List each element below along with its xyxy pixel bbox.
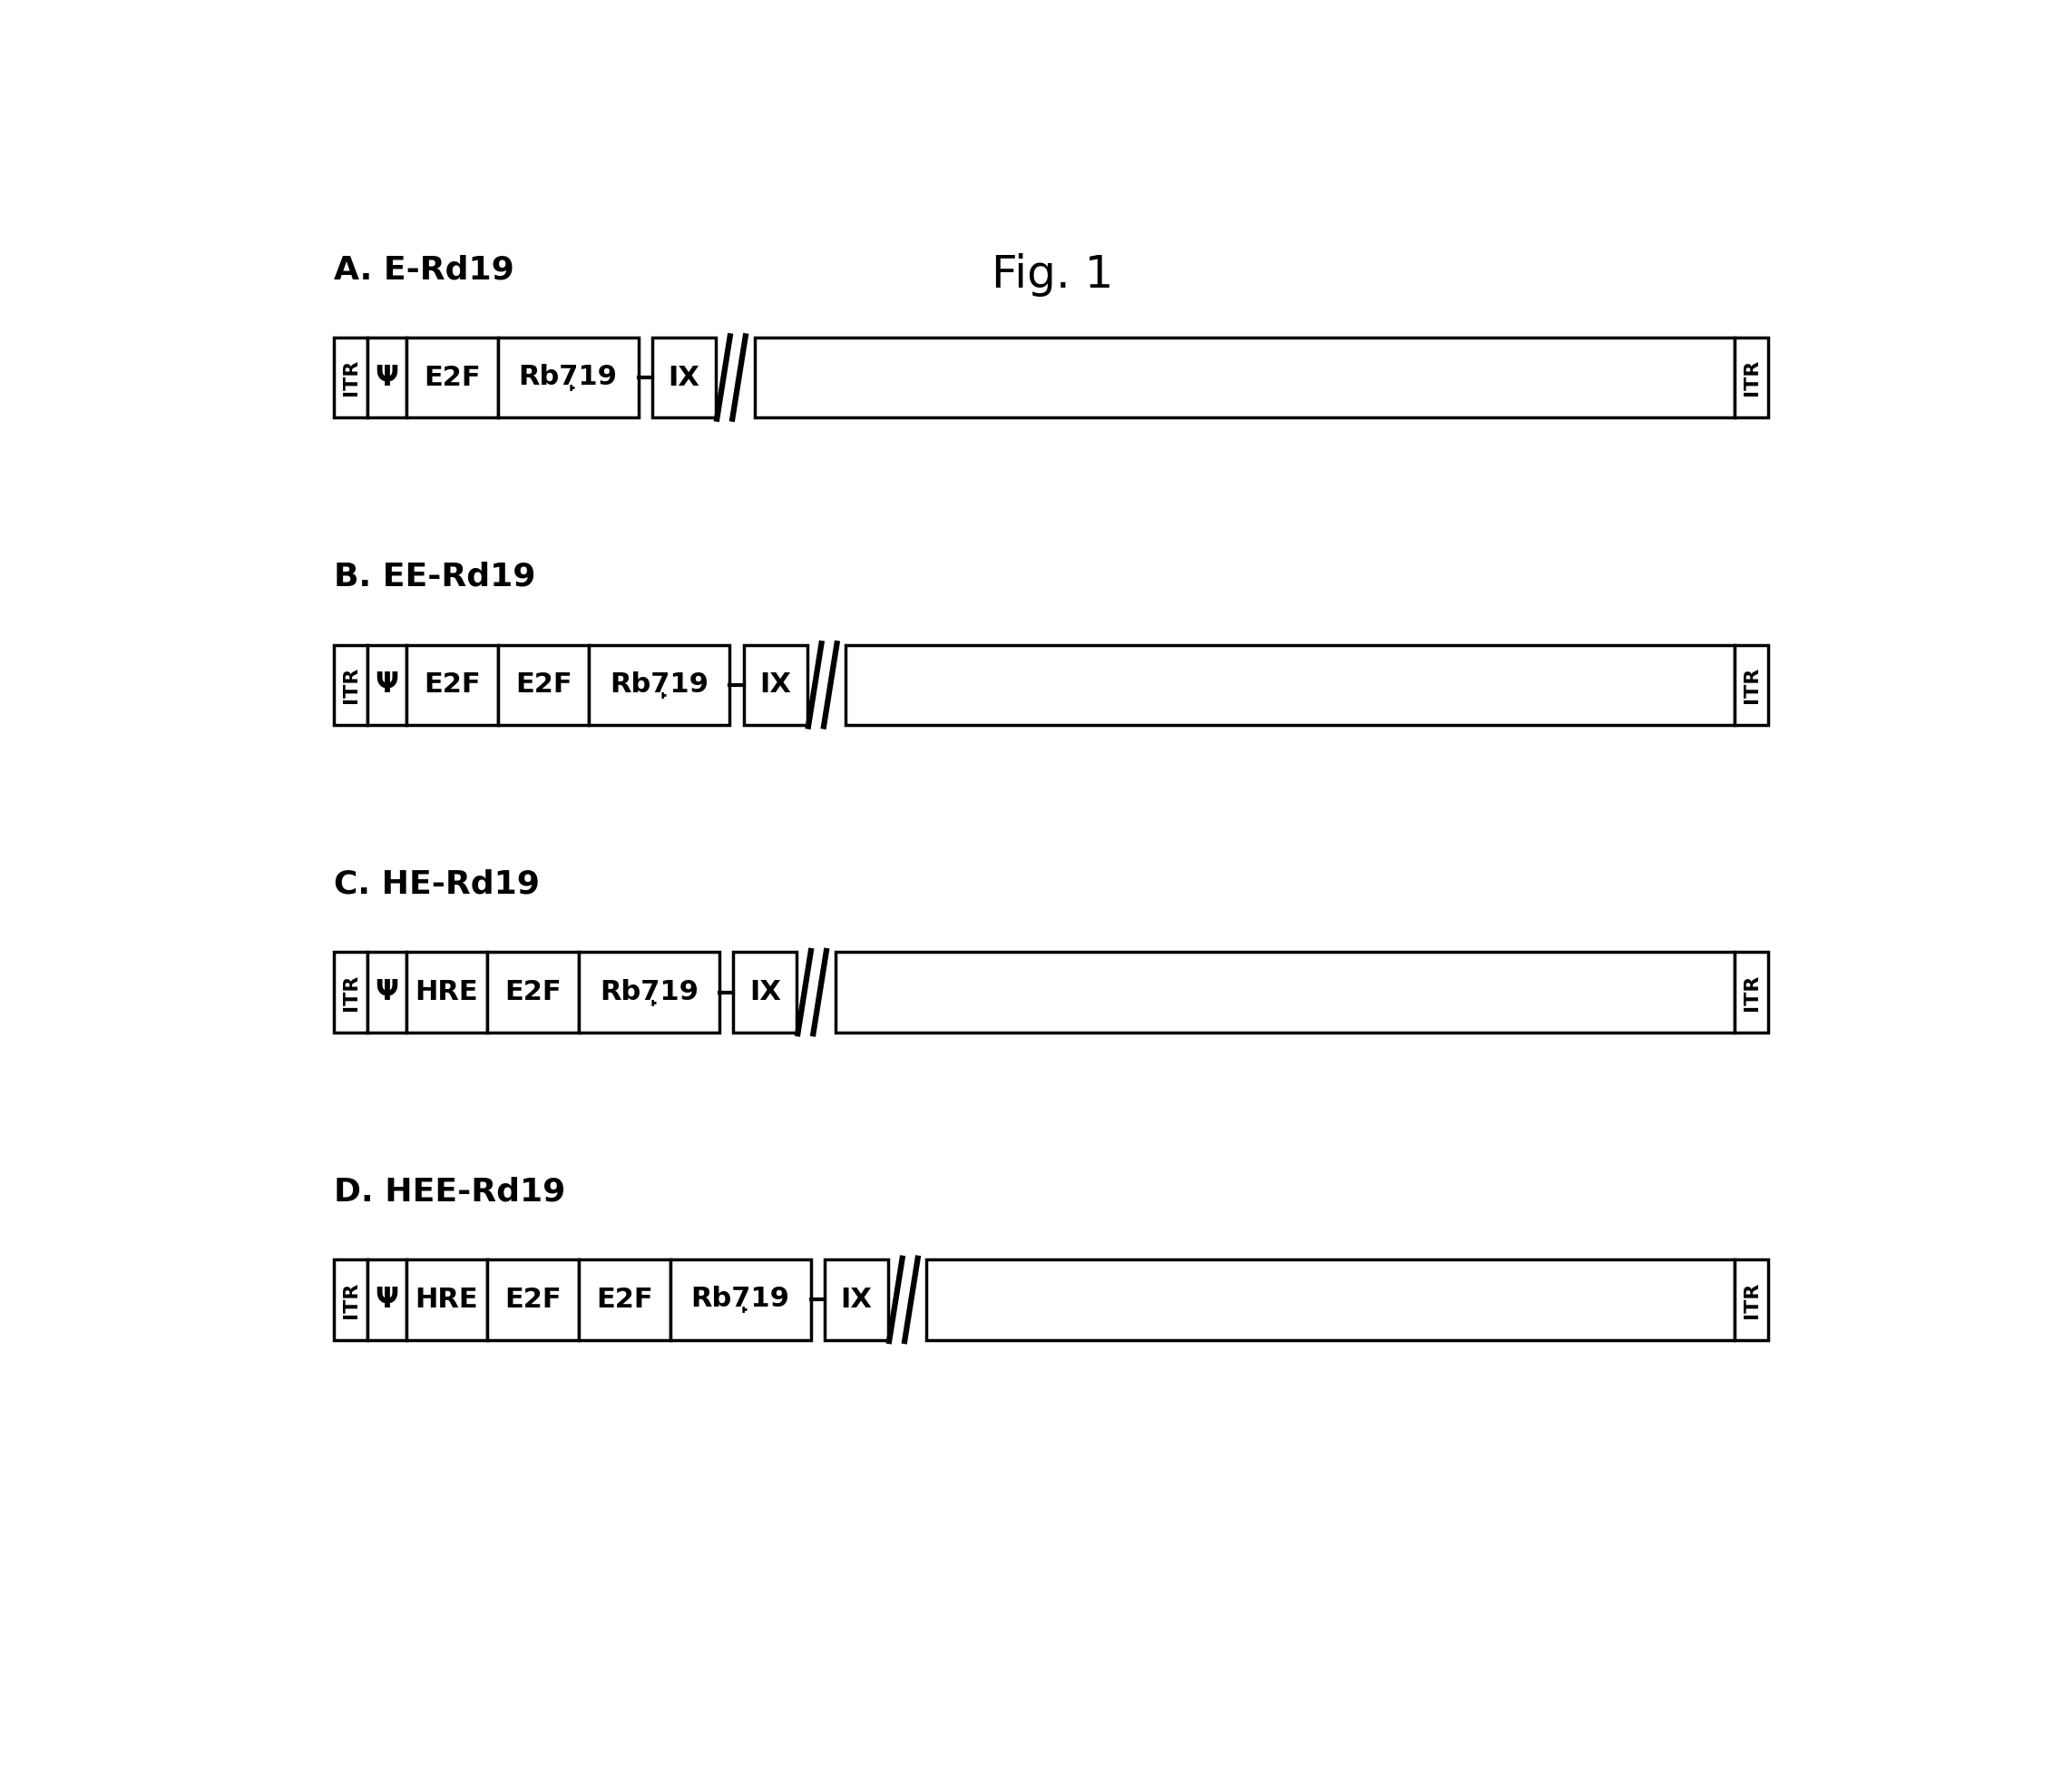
Bar: [367, 337, 406, 418]
Text: IX: IX: [749, 978, 780, 1005]
Text: HRE: HRE: [415, 1287, 478, 1314]
Bar: [406, 1260, 487, 1340]
Bar: [926, 1260, 1735, 1340]
Text: A. E-Rd19: A. E-Rd19: [335, 254, 515, 285]
Text: ITR: ITR: [341, 1281, 359, 1319]
Text: Rb7̙19: Rb7̙19: [610, 672, 708, 699]
Text: E2F: E2F: [505, 1287, 560, 1314]
Bar: [825, 1260, 889, 1340]
Text: Rb7̙19: Rb7̙19: [599, 978, 698, 1005]
Text: E2F: E2F: [595, 1287, 653, 1314]
Text: IX: IX: [840, 1287, 873, 1314]
Bar: [335, 337, 367, 418]
Bar: [406, 337, 497, 418]
Text: Ψ: Ψ: [376, 1287, 398, 1314]
Bar: [753, 337, 1735, 418]
Text: Rb7̙19: Rb7̙19: [519, 364, 618, 391]
Text: Ψ: Ψ: [376, 978, 398, 1005]
Text: Fig. 1: Fig. 1: [992, 253, 1113, 297]
Text: Rb7̙19: Rb7̙19: [692, 1287, 790, 1314]
Text: ITR: ITR: [341, 667, 359, 702]
Text: ITR: ITR: [1743, 975, 1761, 1011]
Bar: [1735, 952, 1768, 1032]
Bar: [1735, 645, 1768, 726]
Bar: [846, 645, 1735, 726]
Bar: [743, 645, 807, 726]
Text: Ψ: Ψ: [376, 672, 398, 699]
Text: Ψ: Ψ: [376, 364, 398, 391]
Text: ITR: ITR: [341, 358, 359, 396]
Text: E2F: E2F: [505, 978, 560, 1005]
Bar: [487, 1260, 579, 1340]
Bar: [367, 645, 406, 726]
Text: IX: IX: [669, 364, 700, 391]
Text: ITR: ITR: [1743, 667, 1761, 702]
Text: E2F: E2F: [515, 672, 573, 699]
Text: B. EE-Rd19: B. EE-Rd19: [335, 561, 536, 593]
Bar: [1735, 337, 1768, 418]
Bar: [653, 337, 716, 418]
Text: E2F: E2F: [423, 672, 480, 699]
Text: ITR: ITR: [341, 975, 359, 1011]
Bar: [335, 952, 367, 1032]
Bar: [497, 645, 589, 726]
Bar: [487, 952, 579, 1032]
Bar: [367, 952, 406, 1032]
Text: IX: IX: [760, 672, 790, 699]
Text: D. HEE-Rd19: D. HEE-Rd19: [335, 1176, 567, 1208]
Bar: [733, 952, 797, 1032]
Bar: [497, 337, 638, 418]
Bar: [335, 645, 367, 726]
Bar: [406, 952, 487, 1032]
Text: C. HE-Rd19: C. HE-Rd19: [335, 869, 540, 900]
Bar: [589, 645, 729, 726]
Bar: [836, 952, 1735, 1032]
Text: E2F: E2F: [423, 364, 480, 391]
Text: HRE: HRE: [415, 978, 478, 1005]
Bar: [579, 1260, 669, 1340]
Text: ITR: ITR: [1743, 358, 1761, 396]
Bar: [579, 952, 719, 1032]
Bar: [406, 645, 497, 726]
Text: ITR: ITR: [1743, 1281, 1761, 1319]
Bar: [335, 1260, 367, 1340]
Bar: [669, 1260, 811, 1340]
Bar: [367, 1260, 406, 1340]
Bar: [1735, 1260, 1768, 1340]
